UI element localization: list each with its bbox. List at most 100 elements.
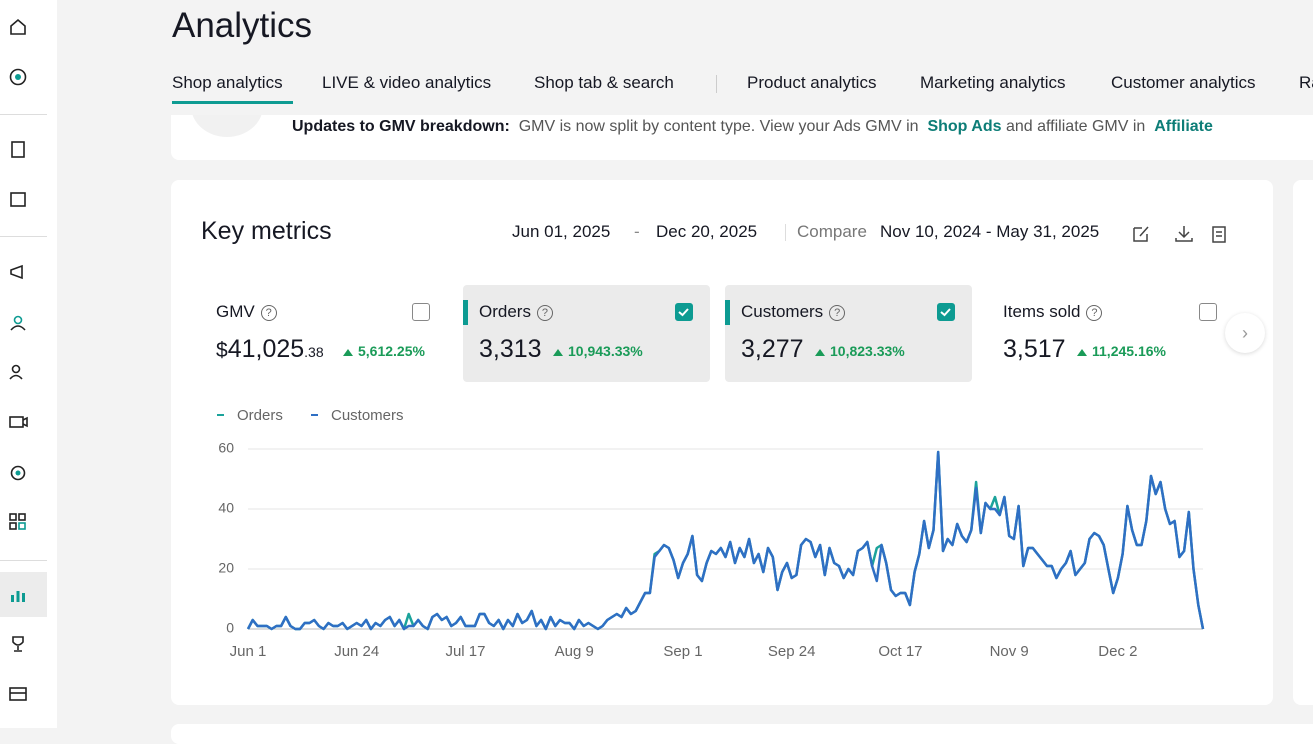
metric-value: 3,277: [741, 335, 804, 364]
decimals: .38: [304, 344, 324, 360]
metric-name-text: Customers: [741, 302, 824, 321]
next-card: [171, 724, 1313, 744]
date-separator: -: [634, 222, 640, 241]
orders-icon[interactable]: [8, 139, 28, 159]
tab[interactable]: Product analytics: [747, 73, 877, 92]
x-tick-label: Jun 1: [230, 643, 267, 660]
metric-card[interactable]: Orders? 3,313 10,943.33%: [463, 285, 710, 382]
affiliate-icon[interactable]: [8, 313, 28, 333]
y-tick-label: 60: [218, 440, 234, 456]
y-tick-label: 40: [218, 500, 234, 516]
tab[interactable]: Ra: [1299, 73, 1313, 92]
separator: [0, 560, 47, 561]
help-icon: ?: [536, 304, 553, 321]
checkbox[interactable]: [412, 303, 430, 321]
x-tick-label: Oct 17: [878, 643, 922, 660]
banner-link[interactable]: Affiliate: [1154, 118, 1213, 135]
x-tick-label: Jun 24: [334, 643, 379, 660]
selected-bar: [725, 300, 730, 325]
metric-card[interactable]: GMV? $41,025.38 5,612.25%: [200, 285, 447, 382]
banner-link[interactable]: Shop Ads: [927, 118, 1002, 135]
metric-number: 3,517: [1003, 335, 1066, 363]
tab[interactable]: LIVE & video analytics: [322, 73, 492, 92]
metric-name-text: Items sold: [1003, 302, 1081, 321]
download-icon[interactable]: [1175, 226, 1193, 242]
metric-change: 11,245.16%: [1077, 343, 1166, 359]
metric-value: $41,025.38: [216, 335, 324, 364]
metric-name: Orders?: [479, 302, 553, 322]
up-arrow: [553, 349, 563, 356]
metric-name-text: GMV: [216, 302, 255, 321]
finance-icon[interactable]: [8, 684, 28, 704]
x-tick-label: Jul 17: [445, 643, 485, 660]
edit-icon[interactable]: [1133, 226, 1149, 242]
metric-change: 10,943.33%: [553, 343, 643, 359]
analytics-icon[interactable]: [8, 585, 28, 605]
trophy-icon[interactable]: [8, 634, 28, 654]
metric-value: 3,517: [1003, 335, 1066, 364]
tab[interactable]: Marketing analytics: [920, 73, 1066, 92]
compare-label: Compare: [797, 222, 867, 241]
checkbox[interactable]: [675, 303, 693, 321]
x-tick-label: Aug 9: [555, 643, 594, 660]
checkbox[interactable]: [1199, 303, 1217, 321]
toolbar: [1133, 226, 1226, 243]
metric-card[interactable]: Customers? 3,277 10,823.33%: [725, 285, 972, 382]
active-tab-underline: [172, 101, 293, 104]
x-tick-label: Dec 2: [1098, 643, 1137, 660]
banner-text: GMV is now split by content type. View y…: [518, 118, 919, 135]
checkbox[interactable]: [937, 303, 955, 321]
x-tick-label: Sep 1: [663, 643, 702, 660]
divider: [785, 224, 786, 241]
legend-label: Orders: [237, 407, 283, 424]
date-start[interactable]: Jun 01, 2025: [512, 222, 611, 241]
products-icon[interactable]: [8, 189, 28, 209]
report-icon[interactable]: [1212, 226, 1226, 243]
metric-name-text: Orders: [479, 302, 531, 321]
key-metrics-card: [171, 180, 1273, 705]
metric-number: 3,277: [741, 335, 804, 363]
metric-name: GMV?: [216, 302, 277, 322]
date-end[interactable]: Dec 20, 2025: [656, 222, 758, 241]
apps-icon[interactable]: [8, 512, 28, 532]
metric-card[interactable]: Items sold? 3,517 11,245.16%: [987, 285, 1234, 382]
up-arrow: [343, 349, 353, 356]
metric-change-text: 10,943.33%: [568, 343, 643, 359]
tab-divider: [716, 75, 717, 93]
compare-range[interactable]: Nov 10, 2024 - May 31, 2025: [880, 222, 1100, 241]
series-line: [246, 450, 1205, 631]
metric-change: 5,612.25%: [343, 343, 425, 359]
chart: 0 20 40 60 Jun 1 Jun 24 Jul 17 Aug 9 Sep 1 Sep 24…: [217, 407, 1205, 660]
video-icon[interactable]: [8, 412, 28, 432]
next-button[interactable]: ›: [1225, 313, 1265, 353]
check-mark: [940, 308, 951, 317]
metric-value: 3,313: [479, 335, 542, 364]
star-icon[interactable]: [8, 67, 28, 87]
banner: Updates to GMV breakdown: GMV is now spl…: [171, 115, 1313, 160]
home-icon[interactable]: [8, 17, 28, 37]
up-arrow: [815, 349, 825, 356]
y-tick-label: 20: [218, 560, 234, 576]
marketing-icon[interactable]: [8, 262, 28, 282]
sidebar: [0, 0, 57, 728]
up-arrow: [1077, 349, 1087, 356]
customers-icon[interactable]: [8, 362, 28, 382]
live-icon[interactable]: [8, 462, 28, 482]
x-tick-label: Sep 24: [768, 643, 816, 660]
metric-number: 3,313: [479, 335, 542, 363]
series-line: [246, 450, 1205, 631]
help-icon: ?: [1086, 304, 1103, 321]
help-icon: ?: [260, 304, 277, 321]
metric-name: Customers?: [741, 302, 846, 322]
tab[interactable]: Shop analytics: [172, 73, 283, 92]
metric-change-text: 5,612.25%: [358, 343, 425, 359]
banner-illustration: [191, 115, 263, 137]
tab[interactable]: Customer analytics: [1111, 73, 1256, 92]
tab[interactable]: Shop tab & search: [534, 73, 674, 92]
side-card: [1293, 180, 1313, 705]
card-title: Key metrics: [201, 217, 332, 245]
check-mark: [678, 308, 689, 317]
metric-number: 41,025: [227, 335, 305, 363]
help-icon: ?: [829, 304, 846, 321]
